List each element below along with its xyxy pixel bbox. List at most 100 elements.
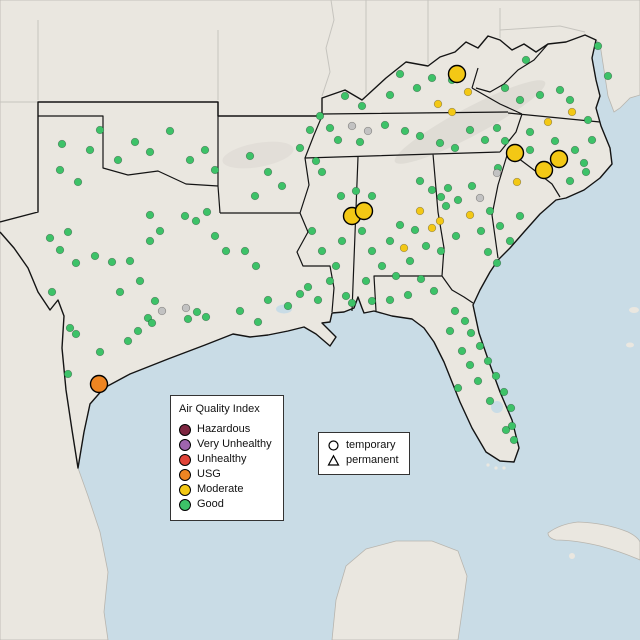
- station-marker[interactable]: [480, 135, 490, 145]
- station-marker[interactable]: [351, 186, 361, 196]
- station-marker[interactable]: [447, 64, 467, 84]
- station-marker[interactable]: [380, 120, 390, 130]
- station-marker[interactable]: [500, 136, 510, 146]
- station-marker[interactable]: [543, 117, 553, 127]
- station-marker[interactable]: [95, 125, 105, 135]
- station-marker[interactable]: [317, 167, 327, 177]
- station-marker[interactable]: [357, 101, 367, 111]
- station-marker[interactable]: [354, 201, 374, 221]
- station-marker[interactable]: [433, 99, 443, 109]
- station-marker[interactable]: [55, 245, 65, 255]
- station-marker[interactable]: [73, 177, 83, 187]
- station-marker[interactable]: [506, 403, 516, 413]
- station-marker[interactable]: [570, 145, 580, 155]
- station-marker[interactable]: [263, 167, 273, 177]
- station-marker[interactable]: [201, 312, 211, 322]
- station-marker[interactable]: [435, 216, 445, 226]
- station-marker[interactable]: [447, 107, 457, 117]
- station-marker[interactable]: [337, 236, 347, 246]
- station-marker[interactable]: [495, 221, 505, 231]
- station-marker[interactable]: [515, 211, 525, 221]
- station-marker[interactable]: [581, 167, 591, 177]
- station-marker[interactable]: [245, 151, 255, 161]
- station-marker[interactable]: [295, 143, 305, 153]
- station-marker[interactable]: [509, 435, 519, 445]
- station-marker[interactable]: [315, 111, 325, 121]
- station-marker[interactable]: [453, 195, 463, 205]
- station-marker[interactable]: [157, 306, 167, 316]
- station-marker[interactable]: [155, 226, 165, 236]
- station-marker[interactable]: [405, 256, 415, 266]
- station-marker[interactable]: [555, 85, 565, 95]
- station-marker[interactable]: [500, 83, 510, 93]
- station-marker[interactable]: [492, 258, 502, 268]
- station-marker[interactable]: [453, 383, 463, 393]
- station-marker[interactable]: [192, 307, 202, 317]
- station-marker[interactable]: [277, 181, 287, 191]
- station-marker[interactable]: [395, 220, 405, 230]
- station-marker[interactable]: [145, 236, 155, 246]
- station-marker[interactable]: [251, 261, 261, 271]
- station-marker[interactable]: [361, 276, 371, 286]
- station-marker[interactable]: [113, 155, 123, 165]
- station-marker[interactable]: [436, 192, 446, 202]
- station-marker[interactable]: [357, 226, 367, 236]
- station-marker[interactable]: [549, 149, 569, 169]
- station-marker[interactable]: [395, 69, 405, 79]
- station-marker[interactable]: [95, 347, 105, 357]
- station-marker[interactable]: [133, 326, 143, 336]
- station-marker[interactable]: [457, 346, 467, 356]
- station-marker[interactable]: [183, 314, 193, 324]
- station-marker[interactable]: [202, 207, 212, 217]
- station-marker[interactable]: [421, 241, 431, 251]
- station-marker[interactable]: [512, 177, 522, 187]
- station-marker[interactable]: [525, 127, 535, 137]
- station-marker[interactable]: [427, 185, 437, 195]
- station-marker[interactable]: [463, 87, 473, 97]
- station-marker[interactable]: [235, 306, 245, 316]
- station-marker[interactable]: [603, 71, 613, 81]
- station-marker[interactable]: [391, 271, 401, 281]
- station-marker[interactable]: [135, 276, 145, 286]
- station-marker[interactable]: [89, 374, 109, 394]
- station-marker[interactable]: [47, 287, 57, 297]
- station-marker[interactable]: [450, 143, 460, 153]
- station-marker[interactable]: [71, 329, 81, 339]
- station-marker[interactable]: [399, 243, 409, 253]
- station-marker[interactable]: [435, 138, 445, 148]
- station-marker[interactable]: [415, 131, 425, 141]
- station-marker[interactable]: [534, 160, 554, 180]
- station-marker[interactable]: [475, 193, 485, 203]
- station-marker[interactable]: [491, 371, 501, 381]
- station-marker[interactable]: [130, 137, 140, 147]
- station-marker[interactable]: [165, 126, 175, 136]
- station-marker[interactable]: [147, 318, 157, 328]
- station-marker[interactable]: [367, 246, 377, 256]
- station-marker[interactable]: [427, 73, 437, 83]
- station-marker[interactable]: [367, 296, 377, 306]
- station-marker[interactable]: [305, 125, 315, 135]
- station-marker[interactable]: [90, 251, 100, 261]
- station-marker[interactable]: [521, 55, 531, 65]
- station-marker[interactable]: [550, 136, 560, 146]
- station-marker[interactable]: [450, 306, 460, 316]
- station-marker[interactable]: [63, 227, 73, 237]
- station-marker[interactable]: [347, 298, 357, 308]
- station-marker[interactable]: [181, 303, 191, 313]
- station-marker[interactable]: [475, 341, 485, 351]
- station-marker[interactable]: [579, 158, 589, 168]
- station-marker[interactable]: [107, 257, 117, 267]
- station-marker[interactable]: [466, 328, 476, 338]
- station-marker[interactable]: [123, 336, 133, 346]
- station-marker[interactable]: [415, 176, 425, 186]
- station-marker[interactable]: [467, 181, 477, 191]
- station-marker[interactable]: [501, 425, 511, 435]
- station-marker[interactable]: [412, 83, 422, 93]
- station-marker[interactable]: [367, 191, 377, 201]
- station-marker[interactable]: [427, 223, 437, 233]
- station-marker[interactable]: [593, 41, 603, 51]
- station-marker[interactable]: [283, 301, 293, 311]
- station-marker[interactable]: [65, 323, 75, 333]
- station-marker[interactable]: [587, 135, 597, 145]
- station-marker[interactable]: [185, 155, 195, 165]
